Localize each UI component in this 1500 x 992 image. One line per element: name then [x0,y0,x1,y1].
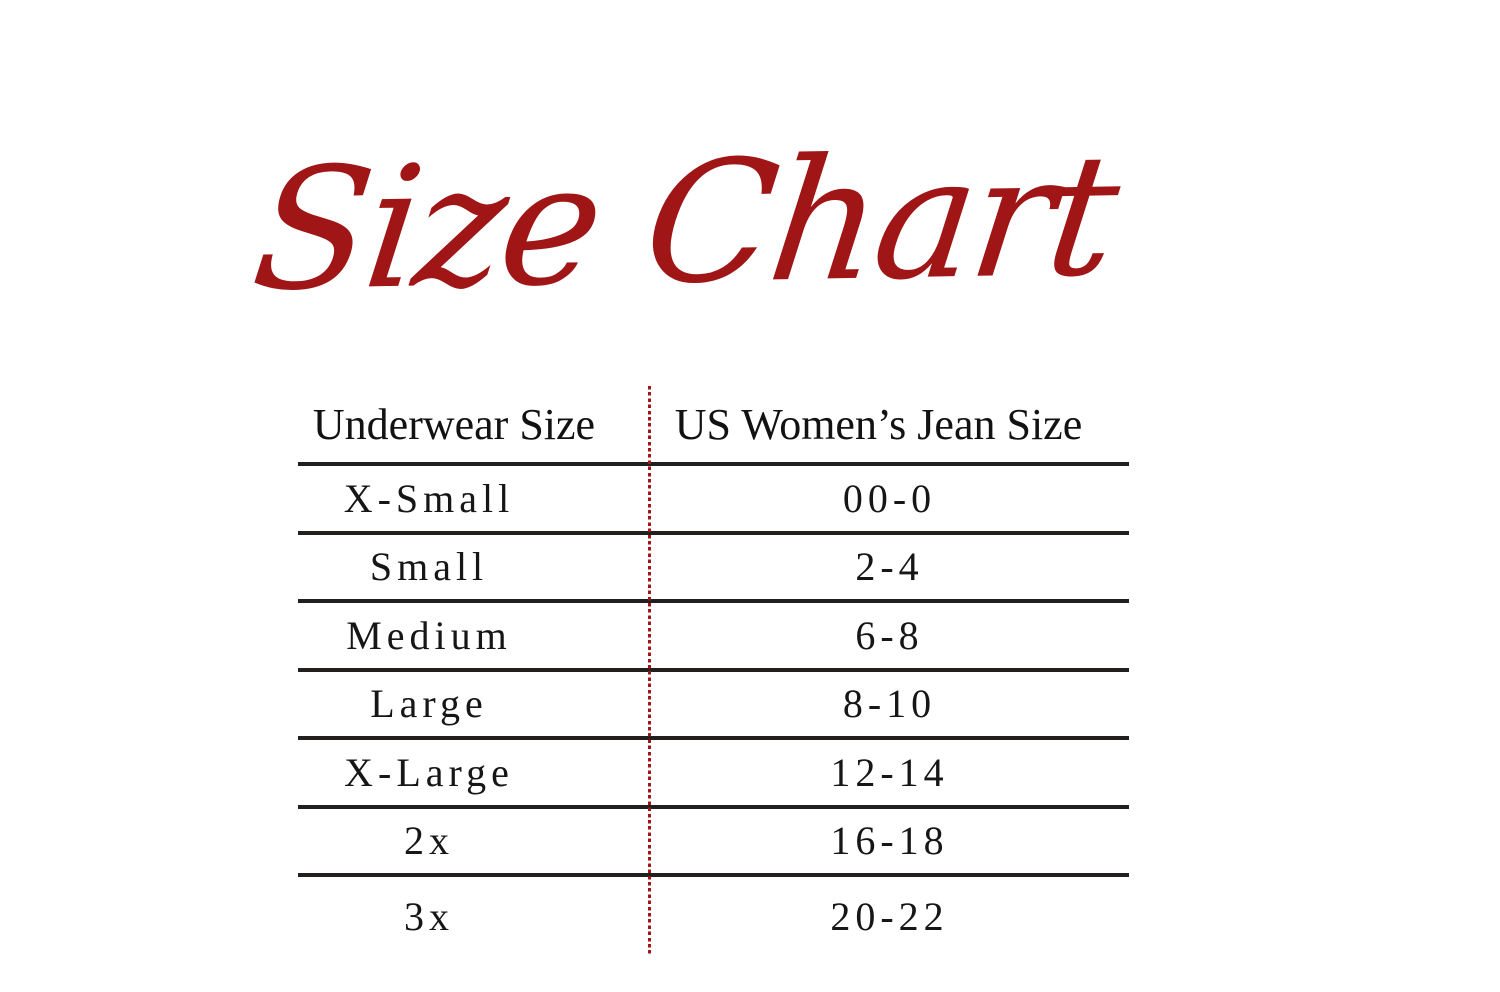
underwear-size-value: X-Small [343,475,515,521]
table-row-x-large: X-Large 12-14 [298,740,1129,809]
underwear-size-value: 2x [404,818,454,864]
table-row-medium: Medium 6-8 [298,603,1129,672]
cell-underwear-size: X-Small [298,475,650,522]
underwear-size-value: 3x [404,893,454,939]
underwear-size-value: Medium [346,612,512,658]
jean-size-value: 6-8 [855,612,924,658]
cell-jean-size: 20-22 [650,893,1129,940]
jean-size-value: 00-0 [842,475,937,521]
cell-underwear-size: Small [298,543,650,590]
underwear-size-value: X-Large [344,749,514,795]
cell-jean-size: 6-8 [650,612,1129,659]
jean-size-value: 20-22 [830,893,949,939]
cell-jean-size: 2-4 [650,543,1129,590]
size-table: Underwear Size US Women’s Jean Size X-Sm… [298,386,1129,955]
table-row-x-small: X-Small 00-0 [298,466,1129,535]
cell-underwear-size: 3x [298,893,650,940]
cell-underwear-size: Medium [298,612,650,659]
cell-underwear-size: X-Large [298,749,650,796]
table-header-row: Underwear Size US Women’s Jean Size [298,386,1129,466]
page-title-container: Size Chart [134,88,1234,358]
table-row-3x: 3x 20-22 [298,877,1129,955]
cell-jean-size: 8-10 [650,680,1129,727]
jean-size-value: 12-14 [830,749,949,795]
table-row-large: Large 8-10 [298,672,1129,740]
header-label-jean-size: US Women’s Jean Size [674,399,1083,449]
underwear-size-value: Small [369,544,489,590]
table-row-2x: 2x 16-18 [298,809,1129,877]
header-label-underwear-size: Underwear Size [312,399,596,449]
column-divider-dotted-line [648,386,651,955]
header-cell-jean-size: US Women’s Jean Size [650,399,1129,450]
header-cell-underwear-size: Underwear Size [298,399,650,450]
cell-jean-size: 12-14 [650,749,1129,796]
table-row-small: Small 2-4 [298,535,1129,603]
cell-underwear-size: Large [298,680,650,727]
jean-size-value: 2-4 [855,544,924,590]
cell-jean-size: 00-0 [650,475,1129,522]
underwear-size-value: Large [370,681,488,727]
jean-size-value: 16-18 [830,818,949,864]
cell-underwear-size: 2x [298,817,650,864]
cell-jean-size: 16-18 [650,817,1129,864]
jean-size-value: 8-10 [842,681,937,727]
page-title: Size Chart [243,117,1125,329]
